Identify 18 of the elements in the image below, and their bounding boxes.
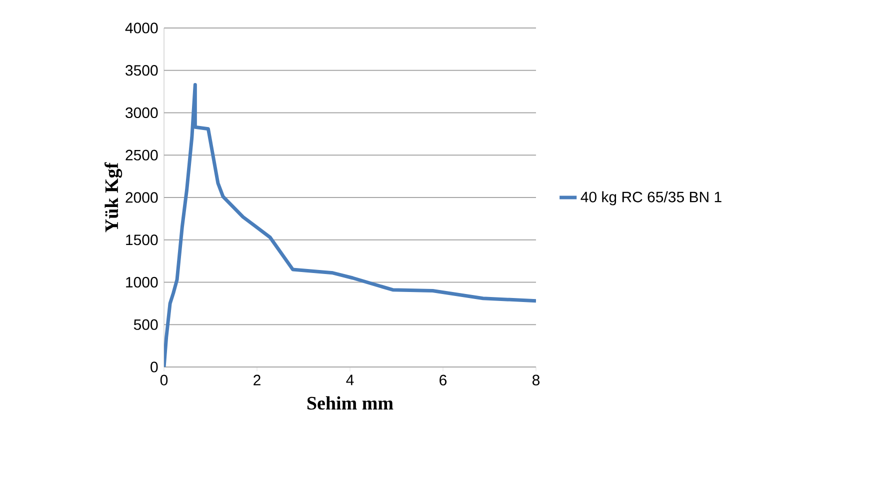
x-tick-label: 2 bbox=[254, 374, 260, 386]
y-axis-title: Yük Kgf bbox=[104, 162, 122, 232]
y-tick-label: 2000 bbox=[126, 192, 158, 203]
x-tick-label: 0 bbox=[160, 374, 168, 386]
x-tick-label: 4 bbox=[346, 374, 354, 386]
y-tick-label: 500 bbox=[134, 319, 158, 330]
legend-label: 40 kg RC 65/35 BN 1 bbox=[580, 191, 722, 206]
y-tick-label: 3500 bbox=[126, 65, 158, 76]
y-tick-label: 1500 bbox=[126, 234, 158, 246]
x-axis-title: Sehim mm bbox=[307, 396, 394, 410]
x-tick-label: 6 bbox=[440, 374, 447, 386]
y-tick-label: 0 bbox=[150, 362, 158, 372]
x-tick-label: 8 bbox=[532, 374, 540, 386]
y-tick-label: 2500 bbox=[126, 150, 158, 160]
y-tick-label: 4000 bbox=[125, 22, 158, 34]
y-tick-label: 3000 bbox=[126, 107, 158, 118]
line-series bbox=[164, 83, 536, 367]
y-tick-label: 1000 bbox=[126, 276, 158, 288]
